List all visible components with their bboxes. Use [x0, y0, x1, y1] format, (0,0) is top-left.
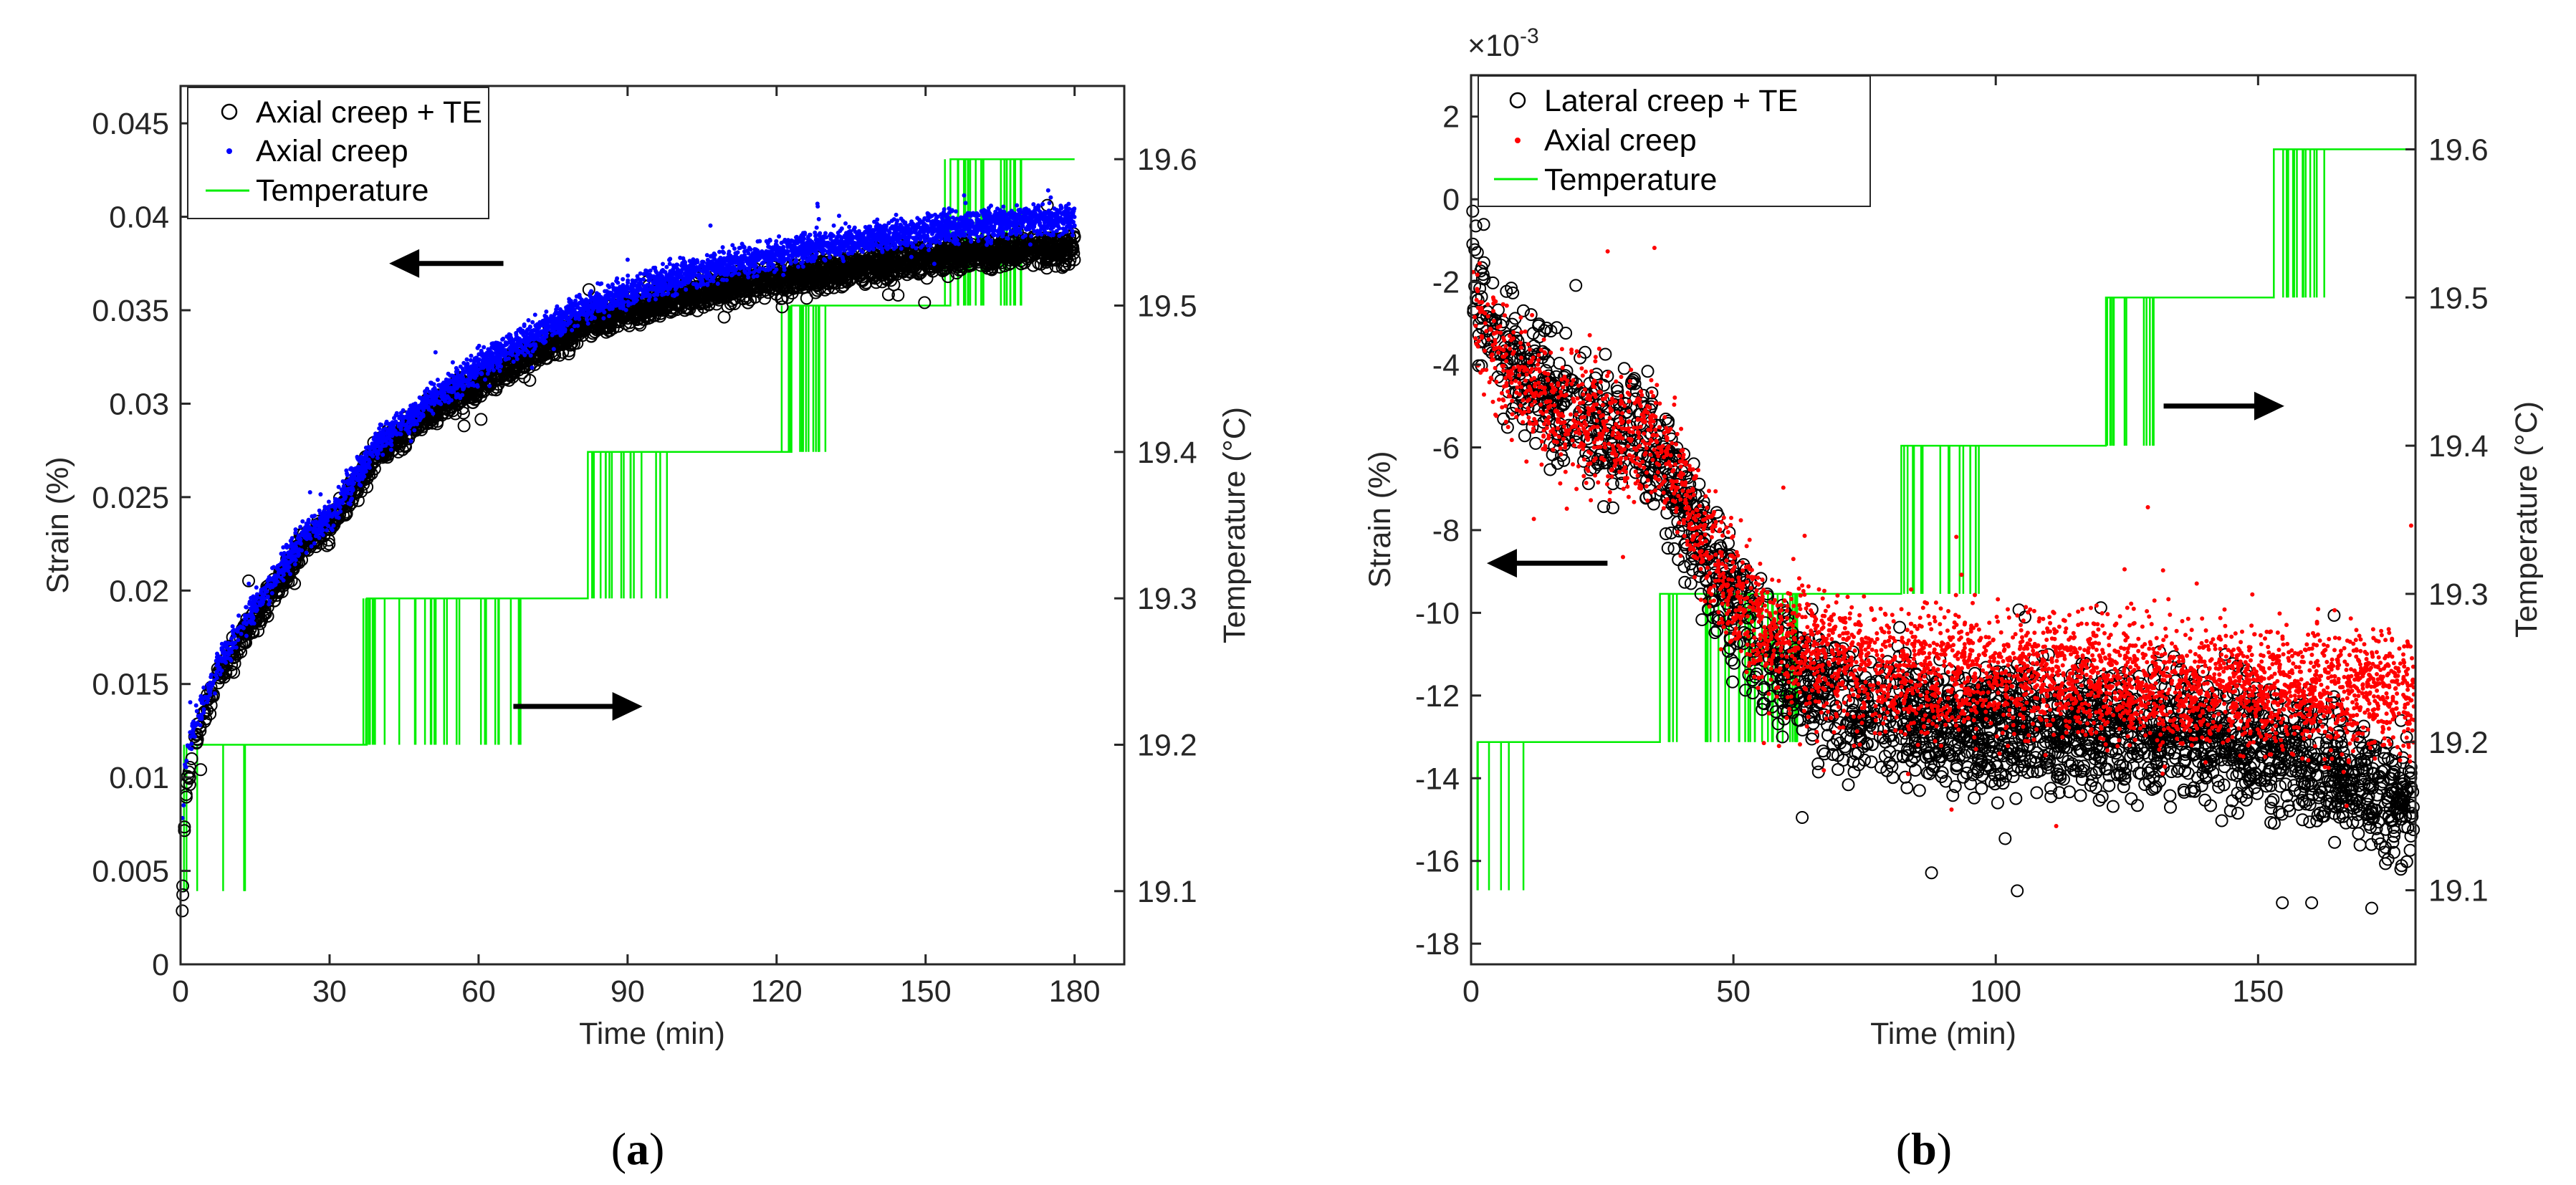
- y-tick-label-a: 0.045: [92, 107, 169, 141]
- y-tick-labels-a: 0 0.005 0.01 0.015 0.02 0.025 0.03 0.035 0.04 0.0…: [92, 107, 169, 982]
- x-tick-label-b: 100: [1970, 974, 2021, 1009]
- y-tick-label-b: -8: [1432, 514, 1460, 548]
- y-tick-label-b: -12: [1415, 679, 1460, 714]
- y-right-tick-label-a: 19.5: [1137, 289, 1197, 324]
- y-right-tick-label-a: 19.1: [1137, 875, 1197, 909]
- x-tick-label-a: 120: [751, 974, 803, 1009]
- y-axis-label-a: Strain (%): [41, 456, 75, 593]
- exponent-label-b: ×10-3: [1467, 24, 1539, 63]
- y-right-tick-labels-b: 19.1 19.2 19.3 19.4 19.5 19.6: [2428, 133, 2489, 908]
- y-tick-label-a: 0.04: [109, 201, 169, 235]
- panel-b: 0 50 100 150 2 0 -2 -4 -6 -8 -10 -12 -14 -16 -18 19.1…: [1363, 24, 2544, 1174]
- y-tick-label-b: -14: [1415, 762, 1460, 796]
- y-tick-label-b: -18: [1415, 927, 1460, 961]
- x-axis-label-b: Time (min): [1870, 1017, 2016, 1051]
- y-tick-label-b: 2: [1442, 100, 1460, 135]
- y-tick-label-a: 0.015: [92, 668, 169, 702]
- x-tick-labels-b: 0 50 100 150: [1462, 974, 2284, 1009]
- x-tick-label-a: 180: [1049, 974, 1101, 1009]
- caption-b-close: ): [1937, 1123, 1952, 1174]
- legend-a: Axial creep + TE Axial creep Temperature: [188, 87, 489, 219]
- y-right-axis-label-a: Temperature (°C): [1217, 407, 1252, 643]
- y-right-tick-label-b: 19.1: [2428, 874, 2489, 908]
- y-right-tick-label-b: 19.5: [2428, 281, 2489, 315]
- y-tick-label-a: 0.02: [109, 574, 169, 608]
- caption-b: (b): [1896, 1123, 1952, 1174]
- x-tick-label-b: 0: [1462, 974, 1480, 1009]
- legend-label-b-2: Temperature: [1544, 163, 1717, 197]
- y-tick-label-b: -16: [1415, 845, 1460, 879]
- caption-a-open: (: [611, 1123, 626, 1174]
- x-tick-label-b: 150: [2232, 974, 2284, 1009]
- legend-label-a-0: Axial creep + TE: [256, 95, 482, 130]
- caption-b-open: (: [1896, 1123, 1911, 1174]
- y-right-tick-label-a: 19.4: [1137, 436, 1197, 470]
- y-right-tick-label-b: 19.6: [2428, 133, 2489, 167]
- y-tick-label-a: 0.01: [109, 761, 169, 795]
- y-right-tick-label-b: 19.4: [2428, 429, 2489, 464]
- x-tick-label-b: 50: [1716, 974, 1751, 1009]
- y-tick-label-b: -6: [1432, 431, 1460, 465]
- caption-a: (a): [611, 1123, 665, 1174]
- y-tick-label-b: -2: [1432, 266, 1460, 300]
- panel-a: 0 30 60 90 120 150 180 0 0.005 0.01 0.015 0.02 0.02…: [41, 86, 1252, 1174]
- y-axis-label-b: Strain (%): [1363, 451, 1397, 587]
- legend-marker-b-1: [1515, 138, 1521, 143]
- x-axis-label-a: Time (min): [579, 1017, 725, 1051]
- x-tick-label-a: 150: [900, 974, 952, 1009]
- caption-b-letter: b: [1911, 1123, 1937, 1174]
- x-tick-labels-a: 0 30 60 90 120 150 180: [172, 974, 1101, 1009]
- legend-label-a-1: Axial creep: [256, 134, 408, 168]
- y-tick-label-b: 0: [1442, 183, 1460, 217]
- y-right-tick-label-a: 19.6: [1137, 143, 1197, 177]
- legend-b: Lateral creep + TE Axial creep Temperatu…: [1478, 76, 1870, 206]
- legend-label-a-2: Temperature: [256, 173, 428, 208]
- x-tick-label-a: 0: [172, 974, 189, 1009]
- temperature-switch-band-a-3: [782, 306, 825, 452]
- exponent-base-b: ×10: [1467, 29, 1520, 63]
- legend-label-b-0: Lateral creep + TE: [1544, 84, 1798, 118]
- x-tick-label-a: 60: [461, 974, 496, 1009]
- y-right-tick-label-a: 19.3: [1137, 582, 1197, 616]
- y-right-axis-label-b: Temperature (°C): [2509, 401, 2544, 638]
- y-tick-label-b: -10: [1415, 596, 1460, 630]
- y-tick-label-a: 0.025: [92, 481, 169, 515]
- caption-a-letter: a: [626, 1123, 649, 1174]
- y-tick-label-a: 0.005: [92, 855, 169, 889]
- y-tick-label-b: -4: [1432, 348, 1460, 383]
- y-right-tick-label-b: 19.3: [2428, 577, 2489, 612]
- exponent-power-b: -3: [1520, 24, 1539, 48]
- legend-label-b-1: Axial creep: [1544, 123, 1697, 158]
- y-right-tick-labels-a: 19.1 19.2 19.3 19.4 19.5 19.6: [1137, 143, 1197, 909]
- figure: 0 30 60 90 120 150 180 0 0.005 0.01 0.015 0.02 0.02…: [0, 0, 2576, 1185]
- caption-a-close: ): [649, 1123, 664, 1174]
- legend-marker-a-1: [226, 148, 232, 154]
- y-right-tick-label-a: 19.2: [1137, 729, 1197, 763]
- x-tick-label-a: 90: [611, 974, 645, 1009]
- y-tick-label-a: 0.035: [92, 294, 169, 328]
- y-tick-label-a: 0.03: [109, 387, 169, 421]
- y-tick-labels-b: 2 0 -2 -4 -6 -8 -10 -12 -14 -16 -18: [1415, 100, 1460, 961]
- y-right-tick-label-b: 19.2: [2428, 726, 2489, 760]
- y-tick-label-a: 0: [152, 948, 169, 982]
- x-tick-label-a: 30: [312, 974, 347, 1009]
